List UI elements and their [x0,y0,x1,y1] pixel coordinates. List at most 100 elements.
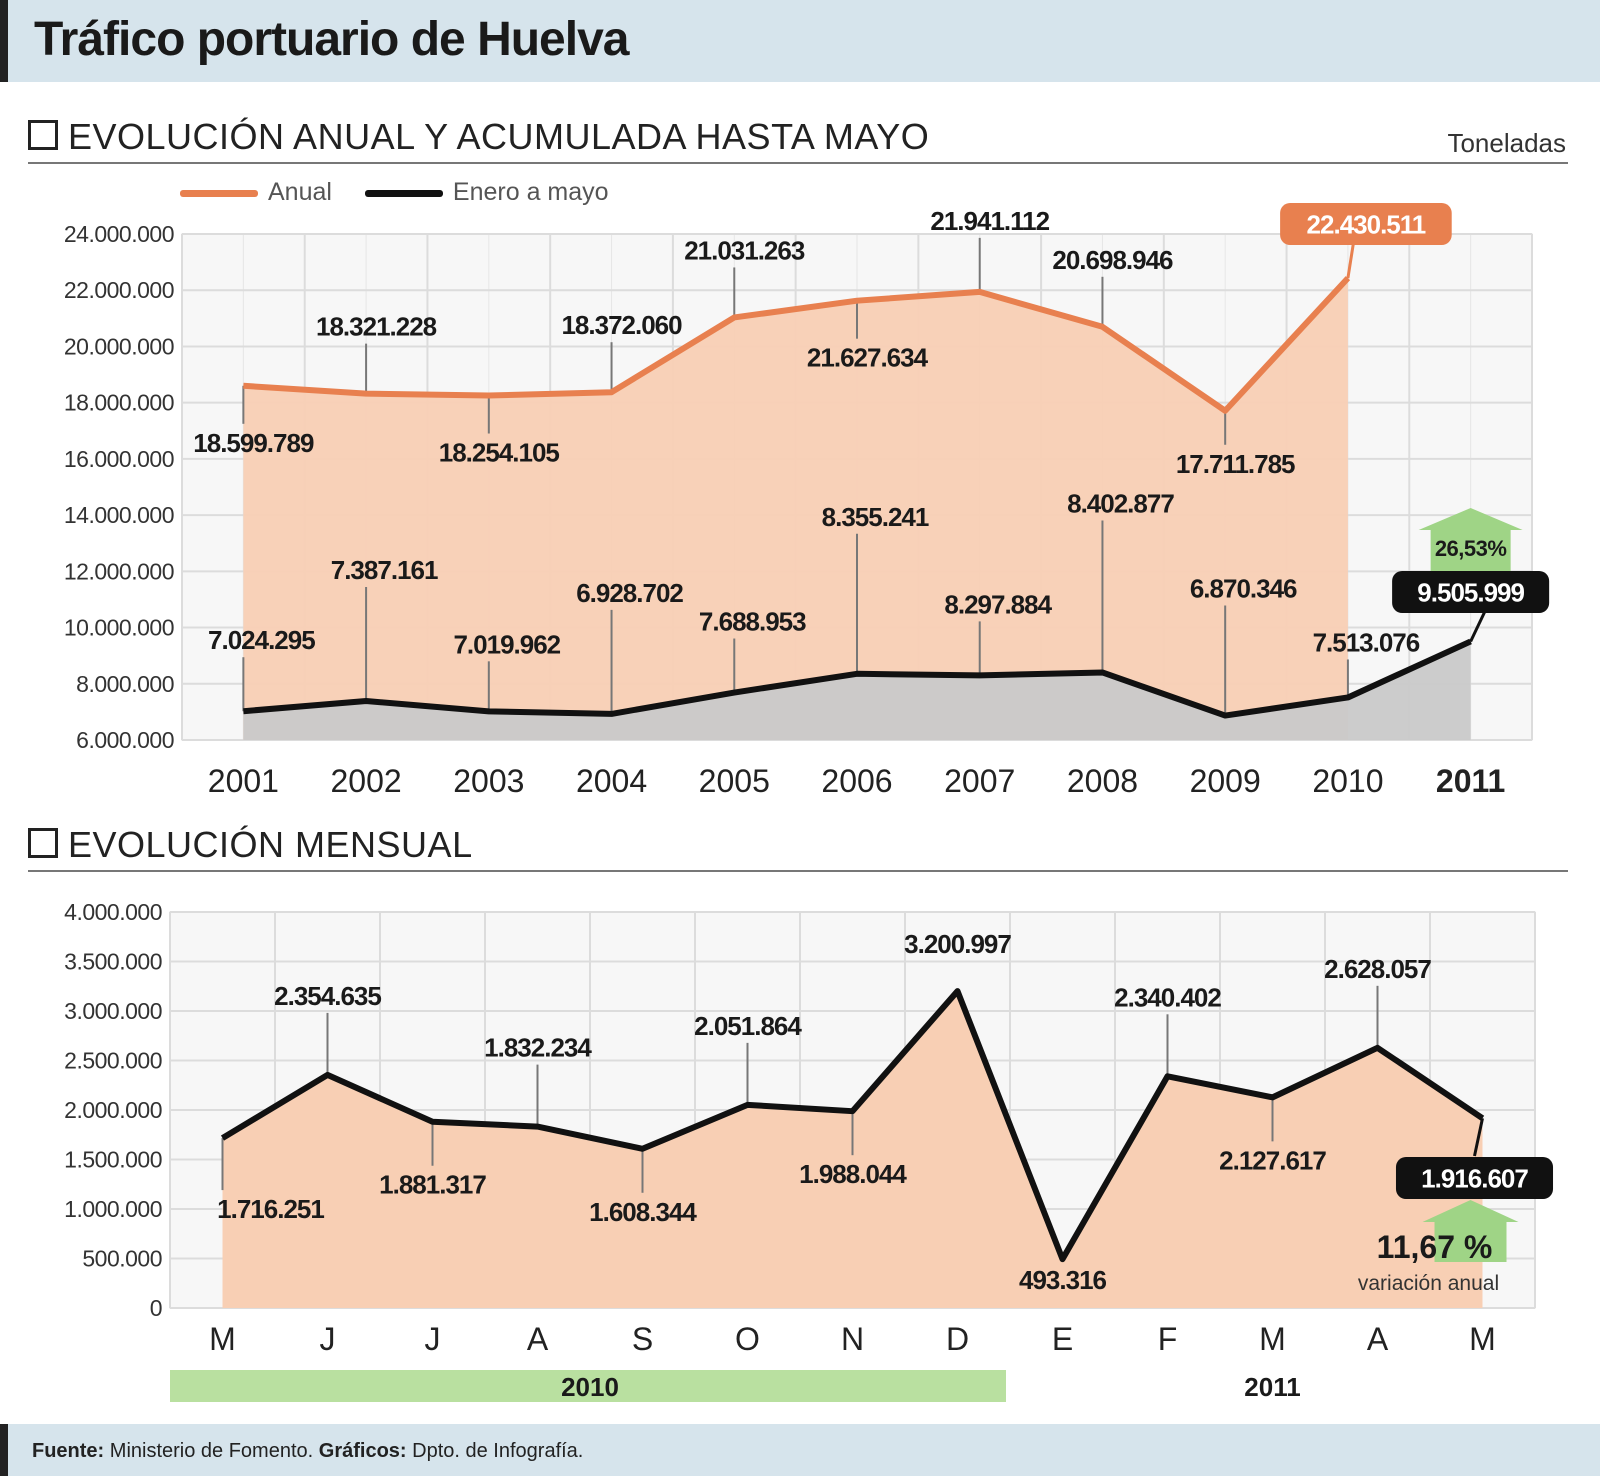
y-tick-label: 2.500.000 [64,1048,162,1074]
square-icon [28,828,58,858]
data-label-mensual: 1.988.044 [799,1159,907,1189]
divider [28,870,1568,872]
y-tick-label: 24.000.000 [64,221,174,247]
title-bar: Tráfico portuario de Huelva [0,0,1600,82]
footer-source-label: Fuente: [32,1440,105,1462]
year-label: 2011 [1244,1372,1300,1402]
data-label-enero-mayo: 7.387.161 [331,555,438,585]
x-tick-label: 2008 [1067,763,1138,799]
annotation-percent: 26,53% [1435,536,1507,561]
data-label-mensual: 2.628.057 [1324,954,1431,984]
footer: Fuente: Ministerio de Fomento. Gráficos:… [0,1424,1600,1476]
x-tick-label: 2001 [208,763,279,799]
y-tick-label: 8.000.000 [76,671,174,697]
year-label: 2010 [561,1372,619,1402]
data-label-enero-mayo: 7.019.962 [453,629,560,659]
data-label-mensual: 2.340.402 [1114,982,1221,1012]
y-tick-label: 10.000.000 [64,615,174,641]
units-label: Toneladas [1447,128,1566,158]
data-label-mensual: 2.051.864 [694,1011,802,1041]
data-label-enero-mayo: 8.297.884 [944,589,1052,619]
data-label-anual: 18.599.789 [193,428,314,458]
y-tick-label: 2.000.000 [64,1097,162,1123]
variation-label: variación anual [1358,1272,1499,1295]
series-line-anual [243,276,1351,414]
charts-svg: 6.000.000 8.000.000 10.000.000 12.000.000 14… [64,203,1554,1402]
series-line-enero-mayo [243,638,1472,719]
badge-pointer [1346,239,1356,279]
data-label-anual: 18.254.105 [439,438,560,468]
data-label-enero-mayo: 7.024.295 [208,625,315,655]
data-label-mensual: 2.354.635 [274,981,381,1011]
x-tick-label: M [209,1321,236,1357]
data-label-enero-mayo: 8.402.877 [1067,488,1174,518]
data-label-anual: 21.941.112 [930,206,1049,236]
data-label-mensual: 1.916.607 [1421,1163,1528,1193]
x-tick-label: A [527,1321,549,1357]
footer-graphics-label: Gráficos: [318,1440,407,1462]
legend: Anual Enero a mayo [180,178,635,207]
y-tick-label: 12.000.000 [64,558,174,584]
x-tick-label: F [1158,1321,1178,1357]
x-tick-label: 2011 [1436,763,1505,799]
divider [28,162,1568,164]
data-label-mensual: 2.127.617 [1219,1145,1326,1175]
section-title-annual: EVOLUCIÓN ANUAL Y ACUMULADA HASTA MAYO [28,116,929,158]
section-title-monthly-text: EVOLUCIÓN MENSUAL [68,824,473,865]
x-tick-label: 2004 [576,763,647,799]
page-title: Tráfico portuario de Huelva [34,13,629,66]
series-line-mensual [220,988,1485,1263]
square-icon [28,120,58,150]
data-label-anual: 21.031.263 [684,235,805,265]
x-tick-label: J [320,1321,336,1357]
x-tick-label: O [735,1321,760,1357]
x-tick-label: J [425,1321,441,1357]
y-tick-label: 6.000.000 [76,727,174,753]
data-label-mensual: 1.716.251 [217,1194,324,1224]
x-tick-label: M [1259,1321,1286,1357]
y-tick-label: 4.000.000 [64,899,162,925]
footer-source: Ministerio de Fomento. [109,1440,314,1462]
y-tick-label: 16.000.000 [64,446,174,472]
up-arrow-icon [1422,1200,1519,1262]
y-tick-label: 18.000.000 [64,390,174,416]
y-tick-label: 0 [150,1295,162,1321]
data-label-mensual: 1.881.317 [379,1170,486,1200]
x-tick-label: M [1469,1321,1496,1357]
legend-label-enero-mayo: Enero a mayo [452,178,609,206]
y-tick-label: 14.000.000 [64,502,174,528]
variation-value: 11,67 % [1377,1229,1493,1265]
y-tick-label: 20.000.000 [64,333,174,359]
data-label-mensual: 1.832.234 [484,1033,592,1063]
y-tick-label: 1.000.000 [64,1196,162,1222]
legend-label-anual: Anual [268,178,332,206]
x-tick-label: 2007 [944,763,1015,799]
section-title-annual-text: EVOLUCIÓN ANUAL Y ACUMULADA HASTA MAYO [68,116,930,157]
footer-graphics: Dpto. de Infografía. [412,1440,584,1462]
data-label-enero-mayo-bg [1392,571,1550,613]
data-label-mensual: 1.608.344 [589,1197,697,1227]
x-tick-label: 2003 [453,763,524,799]
x-tick-label: E [1052,1321,1073,1357]
series-area-anual [243,278,1348,740]
legend-item-anual: Anual [180,178,332,207]
x-tick-label: D [946,1321,969,1357]
y-tick-label: 22.000.000 [64,277,174,303]
x-tick-label: 2005 [699,763,770,799]
up-arrow-icon [1418,508,1523,572]
badge-pointer [1473,1117,1484,1157]
legend-swatch-enero-mayo [364,189,443,197]
data-label-enero-mayo: 7.688.953 [699,607,806,637]
data-label-mensual-bg [1395,1157,1554,1199]
data-label-anual: 21.627.634 [807,343,929,373]
data-label-mensual: 3.200.997 [904,929,1011,959]
x-tick-label: 2006 [821,763,892,799]
data-label-anual-bg [1280,203,1452,245]
x-tick-label: A [1367,1321,1389,1357]
x-tick-label: N [841,1321,864,1357]
y-tick-label: 500.000 [82,1246,162,1272]
y-tick-label: 3.500.000 [64,949,162,975]
data-label-enero-mayo: 6.928.702 [576,578,683,608]
x-tick-label: 2009 [1190,763,1261,799]
data-label-enero-mayo: 8.355.241 [822,502,929,532]
